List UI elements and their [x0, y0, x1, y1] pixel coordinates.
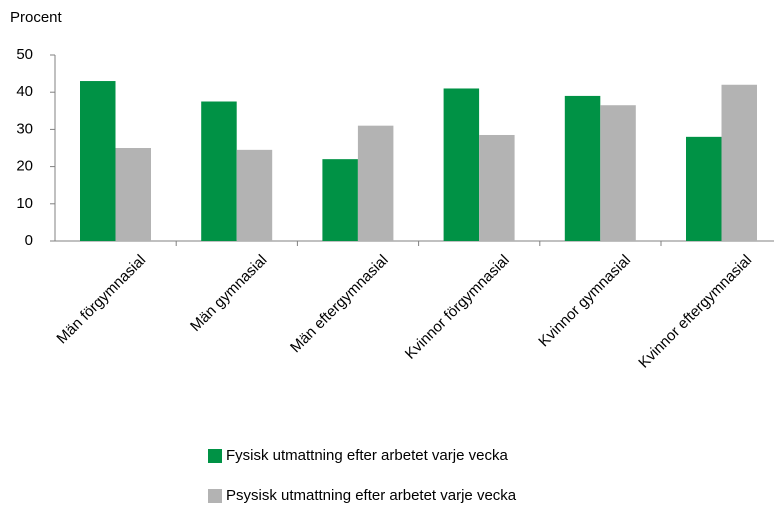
- x-tick-label: Män gymnasial: [187, 252, 270, 335]
- y-axis-label: Procent: [10, 9, 63, 26]
- legend-label: Fysisk utmattning efter arbetet varje ve…: [226, 447, 508, 464]
- bar: [686, 136, 722, 241]
- y-tick-label: 40: [16, 83, 33, 100]
- legend-swatch: [208, 489, 222, 503]
- bar: [357, 125, 394, 241]
- bar: [201, 101, 237, 241]
- bar: [479, 134, 515, 241]
- y-tick-label: 20: [16, 158, 33, 175]
- x-tick-label: Män förgymnasial: [53, 252, 149, 348]
- y-tick-label: 50: [16, 46, 33, 63]
- bar: [600, 105, 636, 241]
- x-tick-label: Män eftergymnasial: [287, 252, 392, 357]
- bar: [322, 159, 358, 241]
- bar: [564, 95, 601, 241]
- y-tick-label: 30: [16, 120, 33, 137]
- y-tick-label: 0: [25, 232, 33, 249]
- bar: [115, 148, 151, 241]
- bar: [443, 88, 480, 241]
- bar: [80, 81, 116, 241]
- legend-swatch: [208, 449, 222, 463]
- x-tick-label: Kvinnor förgymnasial: [402, 252, 513, 363]
- legend-label: Psysisk utmattning efter arbetet varje v…: [226, 487, 517, 504]
- y-tick-label: 10: [16, 195, 33, 212]
- x-tick-label: Kvinnor gymnasial: [535, 252, 634, 351]
- x-tick-label: Kvinnor eftergymnasial: [635, 252, 755, 372]
- bar: [236, 149, 273, 241]
- bar: [721, 84, 757, 241]
